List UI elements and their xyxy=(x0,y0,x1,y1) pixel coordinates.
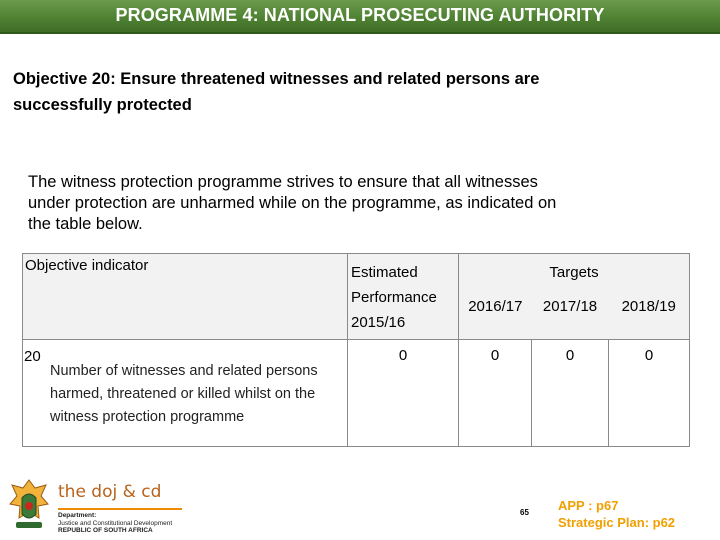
indicator-description-line-3: witness protection programme xyxy=(50,409,245,425)
app-reference: APP : p67 xyxy=(558,498,619,513)
header-year-2018: 2018/19 xyxy=(621,298,676,315)
logo-dept-line-2: Justice and Constitutional Development xyxy=(58,519,173,527)
intro-line-3: the table below. xyxy=(28,215,143,233)
objective-line-2: successfully protected xyxy=(13,96,192,114)
target-2016-value: 0 xyxy=(458,339,532,447)
logo-name: the doj & cd xyxy=(58,482,162,502)
header-year-2016: 2016/17 xyxy=(468,298,523,315)
header-estimated-line-2: Performance xyxy=(351,289,437,306)
indicator-table: Objective indicator Estimated Performanc… xyxy=(22,253,691,447)
indicator-description-line-1: Number of witnesses and related persons xyxy=(50,363,318,379)
estimated-value: 0 xyxy=(347,339,459,447)
indicator-description: Number of witnesses and related persons … xyxy=(50,360,350,429)
target-2018-value: 0 xyxy=(607,339,691,447)
target-2017-value: 0 xyxy=(531,339,609,447)
intro-paragraph: The witness protection programme strives… xyxy=(28,172,628,235)
logo-divider xyxy=(58,508,182,510)
header-targets: Targets 2016/17 2017/18 2018/19 xyxy=(457,253,691,340)
header-estimated-line-1: Estimated xyxy=(351,264,418,281)
intro-line-1: The witness protection programme strives… xyxy=(28,173,538,191)
reference-block: APP : p67 Strategic Plan: p62 xyxy=(558,497,675,531)
logo-dept-line-1: Department: xyxy=(58,512,97,519)
header-objective-indicator: Objective indicator xyxy=(22,253,348,340)
strategic-plan-reference: Strategic Plan: p62 xyxy=(558,515,676,530)
page-number: 65 xyxy=(520,508,529,517)
intro-line-2: under protection are unharmed while on t… xyxy=(28,194,557,212)
header-estimated-line-3: 2015/16 xyxy=(351,314,406,331)
logo-dept-line-3: REPUBLIC OF SOUTH AFRICA xyxy=(58,527,153,534)
header-year-2017: 2017/18 xyxy=(542,298,598,315)
indicator-cell: 20 Number of witnesses and related perso… xyxy=(22,339,350,447)
doj-logo: the doj & cd Department: Justice and Con… xyxy=(6,476,206,536)
page-title: PROGRAMME 4: NATIONAL PROSECUTING AUTHOR… xyxy=(115,5,605,25)
title-bar: PROGRAMME 4: NATIONAL PROSECUTING AUTHOR… xyxy=(0,0,720,34)
table-row: 20 Number of witnesses and related perso… xyxy=(22,339,691,447)
logo-department: Department: Justice and Constitutional D… xyxy=(58,512,198,535)
coat-of-arms-icon xyxy=(9,479,49,528)
indicator-number: 20 xyxy=(24,348,41,365)
objective-heading: Objective 20: Ensure threatened witnesse… xyxy=(13,66,653,118)
header-estimated-performance: Estimated Performance 2015/16 xyxy=(347,253,459,340)
objective-line-1: Objective 20: Ensure threatened witnesse… xyxy=(13,70,540,88)
indicator-description-line-2: harmed, threatened or killed whilst on t… xyxy=(50,386,316,402)
header-targets-label: Targets xyxy=(549,264,599,281)
